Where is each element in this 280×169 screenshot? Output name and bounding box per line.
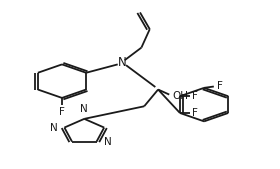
Text: N: N <box>50 123 57 132</box>
Text: F: F <box>217 81 223 91</box>
Text: N: N <box>80 104 88 114</box>
Text: F: F <box>192 91 198 101</box>
Text: F: F <box>192 108 198 118</box>
Text: N: N <box>118 56 126 69</box>
Text: N: N <box>104 137 111 147</box>
Text: F: F <box>59 107 65 117</box>
Text: OH: OH <box>172 91 188 101</box>
